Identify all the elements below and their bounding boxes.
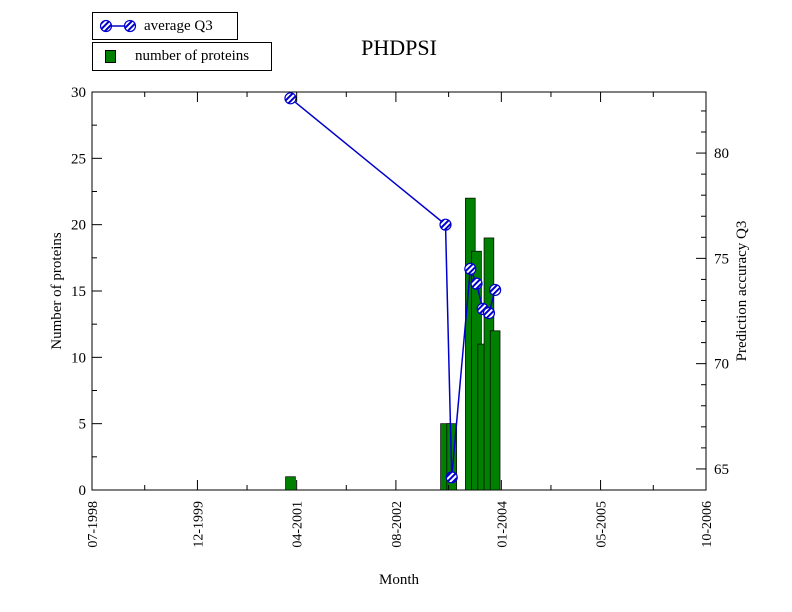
plot-frame xyxy=(91,91,707,491)
q3-point xyxy=(470,277,483,290)
x-tick-label: 05-2005 xyxy=(595,501,610,548)
y-right-tick-label: 70 xyxy=(714,357,729,373)
y-axis-right: 65 70 75 80 xyxy=(696,110,729,491)
x-tick-label: 01-2004 xyxy=(495,501,510,548)
legend-bar-swatch xyxy=(105,50,116,63)
legend-item-q3: average Q3 xyxy=(92,12,238,40)
legend-label-proteins: number of proteins xyxy=(135,48,250,64)
q3-point xyxy=(489,283,502,297)
q3-line xyxy=(289,97,496,478)
y-left-tick-label: 20 xyxy=(71,218,86,234)
y-right-tick-label: 80 xyxy=(714,146,729,162)
y-right-tick-label: 65 xyxy=(714,462,729,478)
y-left-tick-label: 15 xyxy=(71,284,86,300)
q3-point xyxy=(445,471,458,484)
y-left-tick-label: 30 xyxy=(71,85,86,101)
y-left-tick-label: 10 xyxy=(71,350,86,366)
y-axis-left-label: Number of proteins xyxy=(49,232,65,350)
q3-point xyxy=(464,262,477,275)
bar-series xyxy=(285,197,501,491)
bar xyxy=(285,476,296,491)
chart-title: PHDPSI xyxy=(361,35,437,60)
x-axis: 07-1998 12-1999 04-2001 08-2002 01-2004 05-20… xyxy=(86,92,715,548)
x-tick-label: 10-2006 xyxy=(700,501,715,548)
y-axis-right-label: Prediction accuracy Q3 xyxy=(734,221,750,362)
y-axis-left: 0 5 10 15 20 25 30 xyxy=(71,85,102,499)
y-left-tick-label: 25 xyxy=(71,151,86,167)
q3-point xyxy=(439,218,452,231)
legend-item-proteins: number of proteins xyxy=(92,42,272,71)
bar xyxy=(489,330,501,491)
x-axis-label: Month xyxy=(379,572,420,588)
legend-line-swatch xyxy=(99,19,137,33)
x-tick-label: 08-2002 xyxy=(390,501,405,548)
x-tick-label: 12-1999 xyxy=(191,501,206,548)
x-tick-label: 07-1998 xyxy=(86,501,101,548)
x-tick-label: 04-2001 xyxy=(291,501,306,548)
y-left-tick-label: 0 xyxy=(79,483,87,499)
y-right-tick-label: 75 xyxy=(714,251,729,267)
legend-label-q3: average Q3 xyxy=(144,17,213,34)
line-series xyxy=(284,92,502,484)
q3-point xyxy=(284,92,297,105)
legend-marker xyxy=(99,19,113,33)
q3-point xyxy=(482,307,496,320)
y-left-tick-label: 5 xyxy=(79,417,87,433)
legend-marker xyxy=(123,19,137,33)
